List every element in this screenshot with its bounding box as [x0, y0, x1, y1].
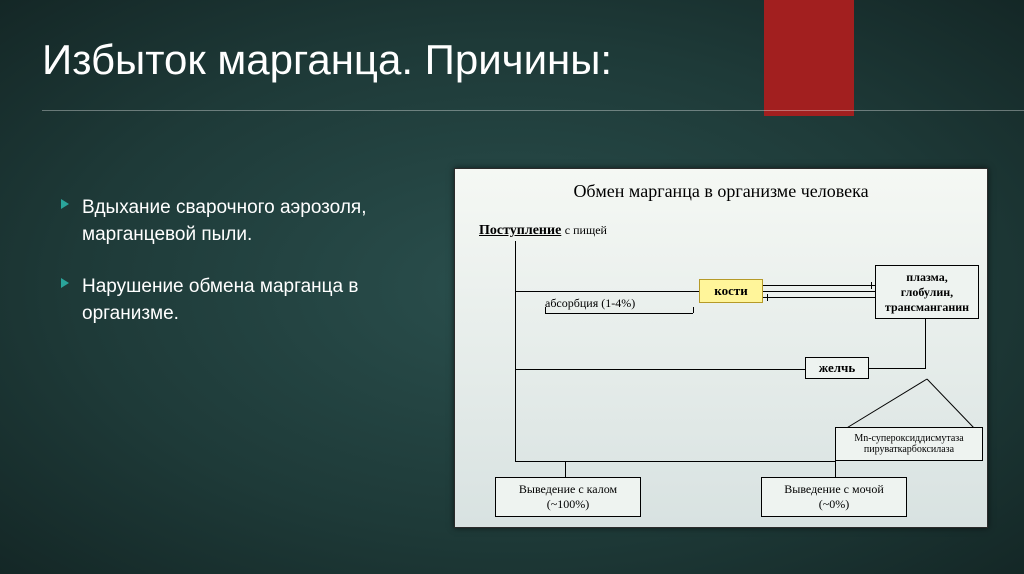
bullet-arrow-icon: [58, 197, 72, 211]
slide-title: Избыток марганца. Причины:: [42, 36, 612, 84]
metabolism-diagram: Обмен марганца в организме человека Пост…: [454, 168, 988, 528]
bullet-arrow-icon: [58, 276, 72, 290]
node-output-urine: Выведение с мочой (~0%): [761, 477, 907, 517]
node-enzymes: Mn-супероксиддисмутаза пируваткарбоксила…: [835, 427, 983, 461]
list-item: Вдыхание сварочного аэрозоля, марганцево…: [58, 195, 408, 248]
edge-diagonal: [455, 169, 989, 529]
node-output-feces: Выведение с калом (~100%): [495, 477, 641, 517]
list-item-label: Вдыхание сварочного аэрозоля, марганцево…: [82, 195, 408, 248]
accent-bar: [764, 0, 854, 116]
bullet-list: Вдыхание сварочного аэрозоля, марганцево…: [58, 195, 408, 353]
edge: [835, 461, 836, 477]
slide: Избыток марганца. Причины: Вдыхание свар…: [0, 0, 1024, 574]
list-item: Нарушение обмена марганца в организме.: [58, 274, 408, 327]
list-item-label: Нарушение обмена марганца в организме.: [82, 274, 408, 327]
title-rule: [42, 110, 1024, 111]
edge: [515, 461, 835, 462]
edge: [565, 461, 566, 477]
